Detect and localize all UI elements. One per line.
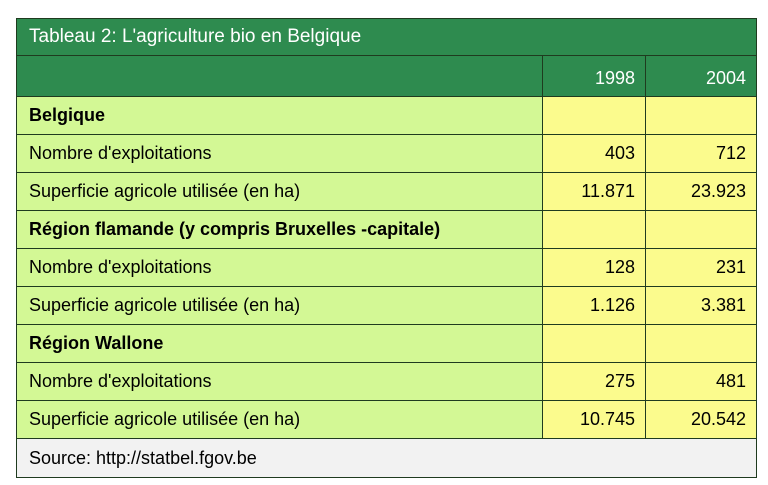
table-header-row: 1998 2004 — [16, 55, 757, 97]
section-empty-cell — [542, 324, 646, 363]
row-label: Nombre d'exploitations — [16, 248, 543, 287]
section-empty-cell — [542, 210, 646, 249]
table-title: Tableau 2: L'agriculture bio en Belgique — [16, 18, 757, 56]
source-row: Source: http://statbel.fgov.be — [16, 438, 757, 478]
row-label: Superficie agricole utilisée (en ha) — [16, 172, 543, 211]
value-2004: 231 — [645, 248, 757, 287]
row-label: Nombre d'exploitations — [16, 134, 543, 173]
agriculture-table: Tableau 2: L'agriculture bio en Belgique… — [16, 18, 757, 478]
header-empty-cell — [16, 55, 543, 97]
header-year-2004: 2004 — [645, 55, 757, 97]
table-row: Superficie agricole utilisée (en ha) 1.1… — [16, 286, 757, 325]
header-year-1998: 1998 — [542, 55, 646, 97]
value-1998: 11.871 — [542, 172, 646, 211]
table-row: Nombre d'exploitations 275 481 — [16, 362, 757, 401]
section-label: Belgique — [16, 96, 543, 135]
table-row: Superficie agricole utilisée (en ha) 10.… — [16, 400, 757, 439]
section-row-wallonie: Région Wallone — [16, 324, 757, 363]
section-empty-cell — [542, 96, 646, 135]
value-1998: 128 — [542, 248, 646, 287]
value-1998: 1.126 — [542, 286, 646, 325]
section-empty-cell — [645, 96, 757, 135]
row-label: Superficie agricole utilisée (en ha) — [16, 286, 543, 325]
table-row: Nombre d'exploitations 128 231 — [16, 248, 757, 287]
value-2004: 3.381 — [645, 286, 757, 325]
section-label: Région flamande (y compris Bruxelles -ca… — [16, 210, 543, 249]
value-1998: 10.745 — [542, 400, 646, 439]
row-label: Superficie agricole utilisée (en ha) — [16, 400, 543, 439]
value-2004: 20.542 — [645, 400, 757, 439]
row-label: Nombre d'exploitations — [16, 362, 543, 401]
value-2004: 712 — [645, 134, 757, 173]
section-row-belgique: Belgique — [16, 96, 757, 135]
source-text: Source: http://statbel.fgov.be — [16, 438, 757, 478]
value-1998: 275 — [542, 362, 646, 401]
section-row-flandre: Région flamande (y compris Bruxelles -ca… — [16, 210, 757, 249]
value-2004: 23.923 — [645, 172, 757, 211]
value-1998: 403 — [542, 134, 646, 173]
table-row: Superficie agricole utilisée (en ha) 11.… — [16, 172, 757, 211]
section-empty-cell — [645, 210, 757, 249]
agriculture-table-container: Tableau 2: L'agriculture bio en Belgique… — [16, 18, 757, 478]
table-title-row: Tableau 2: L'agriculture bio en Belgique — [16, 18, 757, 56]
section-label: Région Wallone — [16, 324, 543, 363]
table-row: Nombre d'exploitations 403 712 — [16, 134, 757, 173]
section-empty-cell — [645, 324, 757, 363]
value-2004: 481 — [645, 362, 757, 401]
